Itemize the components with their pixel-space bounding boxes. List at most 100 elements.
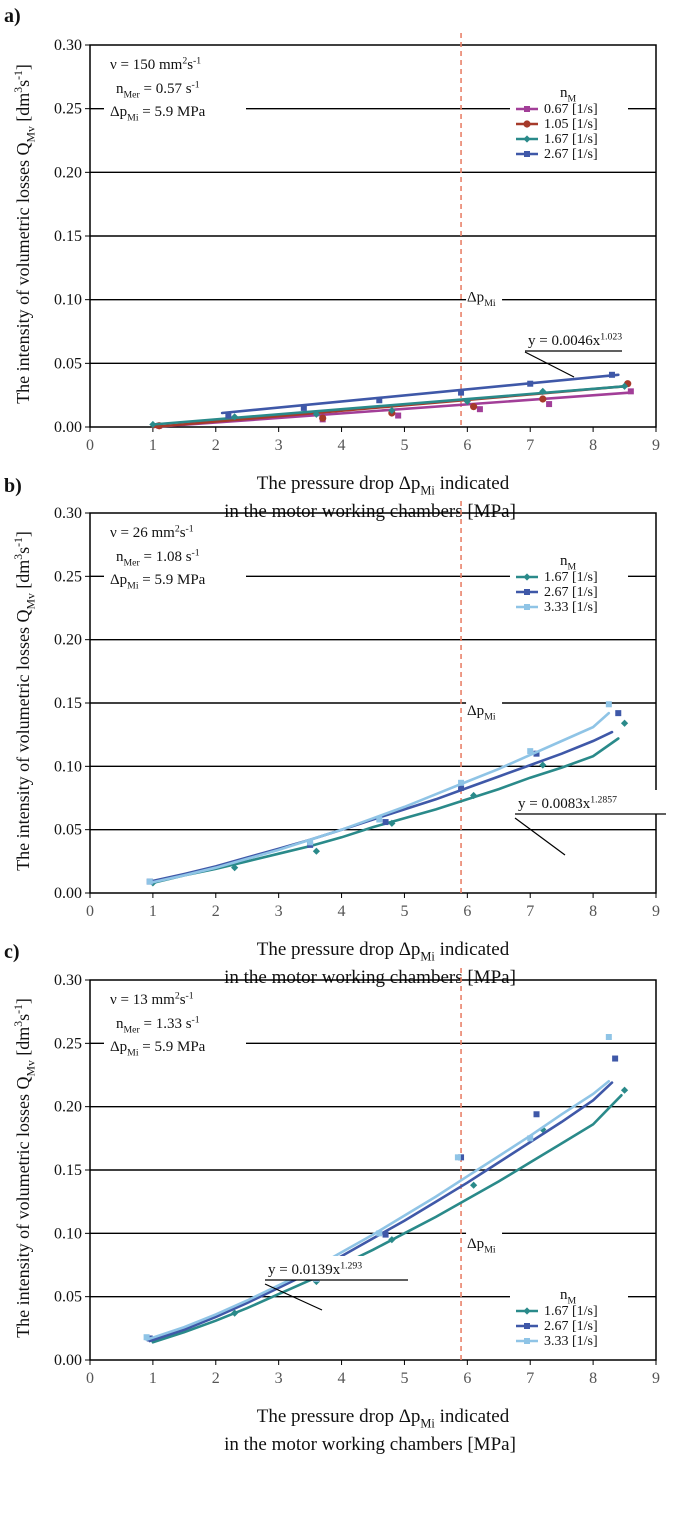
x-axis-title-line1: The pressure drop ΔpMi indicated	[257, 473, 510, 498]
trend-equation: y = 0.0083x1.2857	[518, 794, 617, 812]
panel-label: a)	[4, 5, 21, 27]
data-point	[612, 1055, 619, 1062]
x-tick-label: 3	[275, 437, 283, 454]
series-line	[148, 711, 611, 885]
dp-mi-label-bg	[466, 699, 503, 722]
x-tick-label: 3	[275, 903, 283, 920]
x-tick-label: 9	[652, 903, 660, 920]
data-point	[376, 397, 383, 404]
x-tick-label: 2	[212, 903, 220, 920]
data-point	[319, 414, 327, 422]
x-axis-title-line1: The pressure drop ΔpMi indicated	[257, 939, 510, 964]
x-tick-label: 2	[212, 437, 220, 454]
data-point	[527, 1135, 534, 1142]
equation-leader	[524, 351, 575, 378]
conditions-box	[104, 519, 246, 597]
conditions-box	[104, 986, 246, 1064]
panel-label: b)	[4, 475, 22, 497]
condition-viscosity: ν = 150 mm2s-1	[110, 55, 201, 73]
legend-marker	[524, 589, 530, 595]
x-tick-label: 5	[400, 903, 408, 920]
legend-label: 1.67 [1/s]	[544, 132, 598, 147]
x-tick-label: 8	[589, 437, 597, 454]
data-point	[395, 412, 402, 419]
condition-pressure: ΔpMi = 5.9 MPa	[110, 572, 206, 592]
y-axis-title: The intensity of volumetric losses QMv […	[12, 64, 37, 404]
x-tick-label: 8	[589, 1370, 597, 1387]
x-tick-label: 7	[526, 903, 534, 920]
legend-label: 2.67 [1/s]	[544, 1319, 598, 1334]
x-tick-label: 4	[338, 1370, 346, 1387]
data-point	[225, 412, 232, 419]
condition-viscosity: ν = 26 mm2s-1	[110, 523, 194, 541]
data-point	[231, 864, 239, 872]
data-point	[533, 750, 540, 757]
y-tick-label: 0.00	[54, 419, 82, 436]
x-tick-label: 9	[652, 437, 660, 454]
data-point	[376, 1230, 383, 1237]
equation-bg	[515, 790, 666, 814]
y-axis-title: The intensity of volumetric losses QMv […	[12, 998, 37, 1338]
chart-panel-1: 0 1 2 3 4 5 6 7 8 9 0.00 0.05 0.10 0.15 0.20 0.25 0.30 a)…	[4, 5, 660, 522]
equation-leader	[264, 1283, 323, 1311]
x-tick-label: 4	[338, 903, 346, 920]
y-tick-label: 0.30	[54, 505, 82, 522]
legend-marker	[524, 1338, 530, 1344]
x-tick-label: 5	[400, 437, 408, 454]
data-point	[388, 819, 396, 827]
x-tick-label: 1	[149, 437, 157, 454]
y-tick-label: 0.10	[54, 758, 82, 775]
y-tick-label: 0.25	[54, 101, 82, 118]
data-point	[527, 748, 534, 755]
legend-label: 3.33 [1/s]	[544, 1334, 598, 1349]
series-line	[145, 1080, 611, 1341]
data-point	[300, 404, 307, 411]
y-tick-label: 0.15	[54, 695, 82, 712]
y-tick-label: 0.30	[54, 972, 82, 989]
data-point	[231, 1309, 239, 1317]
data-point	[312, 410, 320, 418]
x-tick-label: 9	[652, 1370, 660, 1387]
data-point	[627, 388, 634, 395]
y-tick-label: 0.15	[54, 1162, 82, 1179]
legend-label: 2.67 [1/s]	[544, 147, 598, 162]
condition-speed: nMer = 1.08 s-1	[116, 547, 200, 568]
data-point	[608, 371, 615, 378]
chart-panel-2: 0 1 2 3 4 5 6 7 8 9 0.00 0.05 0.10 0.15 0.20 0.25 0.30 b)…	[4, 475, 666, 988]
dp-mi-label: ΔpMi	[467, 1236, 496, 1256]
data-point	[539, 387, 547, 395]
equation-bg	[525, 327, 622, 351]
data-point	[307, 839, 314, 846]
data-point	[458, 1154, 465, 1161]
condition-viscosity: ν = 13 mm2s-1	[110, 990, 194, 1008]
data-point	[458, 784, 465, 791]
legend-marker	[524, 604, 530, 610]
y-tick-label: 0.15	[54, 228, 82, 245]
data-point	[470, 1181, 478, 1189]
equation-bg	[265, 1256, 408, 1280]
x-axis-title-line2: in the motor working chambers [MPa]	[224, 1434, 516, 1455]
y-tick-label: 0.25	[54, 1035, 82, 1052]
trend-equation: y = 0.0139x1.293	[268, 1260, 362, 1278]
data-point	[620, 719, 629, 727]
data-point	[620, 1086, 629, 1094]
data-point	[539, 395, 547, 403]
data-point	[458, 779, 465, 786]
y-tick-label: 0.05	[54, 822, 82, 839]
data-point	[533, 1111, 540, 1118]
dp-mi-label: ΔpMi	[467, 290, 496, 310]
x-tick-label: 4	[338, 437, 346, 454]
x-tick-label: 6	[463, 437, 471, 454]
data-point	[470, 791, 478, 800]
legend-marker	[523, 120, 531, 128]
x-tick-label: 5	[400, 1370, 408, 1387]
condition-speed: nMer = 1.33 s-1	[116, 1014, 200, 1035]
legend-label: 2.67 [1/s]	[544, 585, 598, 600]
data-point	[620, 382, 629, 390]
data-point	[231, 413, 239, 421]
legend-label: 0.67 [1/s]	[544, 102, 598, 117]
legend-title: nM	[560, 1287, 577, 1307]
x-tick-label: 1	[149, 903, 157, 920]
legend-marker	[524, 151, 530, 157]
legend-marker	[524, 1323, 530, 1329]
